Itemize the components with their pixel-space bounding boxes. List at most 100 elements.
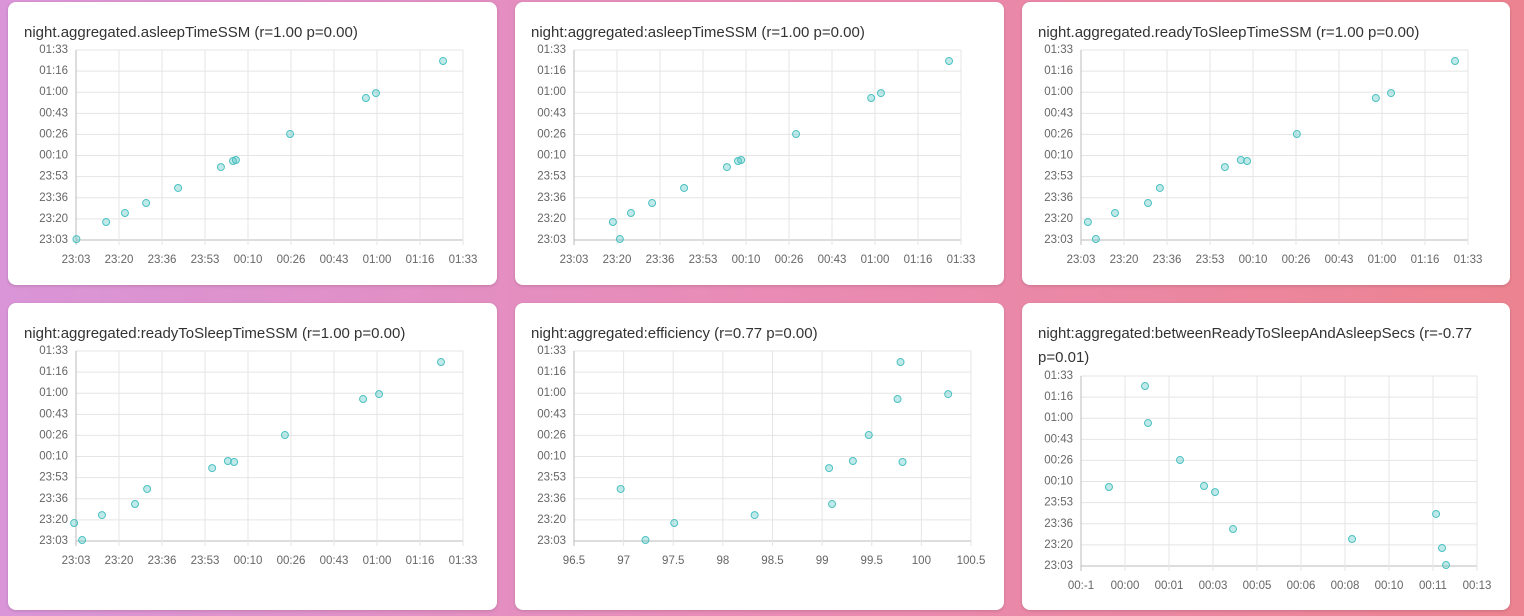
point [1144, 419, 1153, 428]
x-tick-label: 01:00 [363, 254, 392, 266]
y-tick-label: 00:10 [1044, 476, 1073, 488]
y-tick-label: 01:00 [537, 86, 566, 98]
y-tick-label: 23:20 [39, 213, 68, 225]
x-tick-label: 00:26 [1282, 254, 1311, 266]
point [231, 155, 240, 164]
x-tick-label: 01:33 [449, 555, 478, 567]
x-tick-label: 01:00 [1368, 254, 1397, 266]
y-tick-label: 23:53 [1044, 497, 1073, 509]
point [102, 218, 111, 227]
point [1110, 209, 1119, 218]
point [722, 163, 731, 172]
point [216, 163, 225, 172]
y-tick-label: 23:36 [537, 192, 566, 204]
y-tick-label: 23:20 [537, 514, 566, 526]
x-tick-label: 98.5 [761, 555, 783, 567]
y-tick-label: 23:36 [537, 493, 566, 505]
chart: 23:03 23:20 23:36 23:53 00:10 00:26 00:43 01:00… [537, 44, 975, 266]
x-tick-label: 100 [912, 555, 931, 567]
x-tick-label: 00:10 [234, 254, 263, 266]
point [1371, 94, 1380, 103]
x-tick-label: 99 [816, 555, 829, 567]
y-tick-label: 00:43 [1044, 107, 1073, 119]
x-tick-label: 97 [617, 555, 630, 567]
x-tick-label: 23:53 [1196, 254, 1225, 266]
y-tick-label: 00:10 [537, 451, 566, 463]
point [616, 484, 625, 493]
point [375, 390, 384, 399]
y-tick-label: 23:53 [1044, 171, 1073, 183]
point [143, 484, 152, 493]
point [1144, 199, 1153, 208]
point [876, 89, 885, 98]
y-tick-label: 01:00 [39, 387, 68, 399]
point [1211, 488, 1220, 497]
point [1200, 481, 1209, 490]
point [1104, 482, 1113, 491]
y-tick-label: 00:10 [537, 150, 566, 162]
y-tick-label: 23:03 [39, 234, 68, 246]
point [1083, 218, 1092, 227]
x-tick-label: 01:00 [363, 555, 392, 567]
y-tick-label: 01:16 [1044, 65, 1073, 77]
point [792, 130, 801, 139]
x-tick-label: 01:16 [904, 254, 933, 266]
x-tick-label: 00:11 [1419, 580, 1447, 592]
point [641, 536, 650, 545]
point [670, 519, 679, 528]
point [208, 464, 217, 473]
y-tick-label: 01:33 [1044, 44, 1073, 56]
y-tick-label: 23:53 [537, 472, 566, 484]
y-tick-label: 01:33 [39, 345, 68, 357]
y-tick-label: 00:26 [1044, 454, 1073, 466]
point [1229, 525, 1238, 534]
y-tick-label: 01:16 [39, 65, 68, 77]
point [626, 209, 635, 218]
y-tick-label: 23:53 [537, 171, 566, 183]
x-tick-label: 23:53 [689, 254, 718, 266]
point [1176, 456, 1184, 465]
x-tick-label: 00:26 [277, 555, 306, 567]
chart: 23:03 23:20 23:36 23:53 00:10 00:26 00:43 01:00… [39, 44, 477, 266]
y-tick-label: 23:03 [537, 234, 566, 246]
y-tick-label: 01:00 [537, 387, 566, 399]
y-tick-label: 23:36 [1044, 518, 1073, 530]
y-tick-label: 01:16 [537, 366, 566, 378]
y-tick-label: 23:36 [1044, 192, 1073, 204]
y-tick-label: 23:20 [1044, 213, 1073, 225]
y-tick-label: 01:33 [537, 44, 566, 56]
x-tick-label: 00:43 [320, 555, 349, 567]
y-tick-label: 01:16 [39, 366, 68, 378]
point [608, 218, 617, 227]
x-tick-label: 00:26 [277, 254, 306, 266]
point [439, 57, 448, 66]
point [1243, 156, 1252, 165]
point [1091, 235, 1100, 244]
x-tick-label: 00:03 [1199, 580, 1228, 592]
point [945, 57, 954, 66]
x-tick-label: 00:13 [1463, 580, 1492, 592]
point [1348, 535, 1357, 544]
y-tick-label: 00:10 [39, 451, 68, 463]
point [1438, 544, 1447, 553]
point [825, 464, 834, 473]
point [1442, 561, 1451, 570]
x-tick-label: 01:16 [406, 555, 435, 567]
x-tick-label: 98 [716, 555, 729, 567]
y-tick-label: 23:53 [39, 472, 68, 484]
x-tick-label: 01:16 [1411, 254, 1440, 266]
x-tick-label: 23:36 [148, 254, 177, 266]
point [680, 183, 689, 192]
chart-card: night.aggregated.readyToSleepTimeSSM (r=… [1022, 2, 1510, 285]
chart-card: night.aggregated.asleepTimeSSM (r=1.00 p… [8, 2, 497, 285]
x-tick-label: 23:20 [105, 555, 134, 567]
y-tick-label: 00:26 [39, 429, 68, 441]
point [893, 395, 902, 404]
point [280, 431, 289, 440]
y-tick-label: 00:43 [39, 408, 68, 420]
point [898, 457, 907, 466]
x-tick-label: 00:05 [1243, 580, 1272, 592]
point [230, 457, 239, 466]
chart-title: night:aggregated:readyToSleepTimeSSM (r=… [24, 325, 406, 342]
